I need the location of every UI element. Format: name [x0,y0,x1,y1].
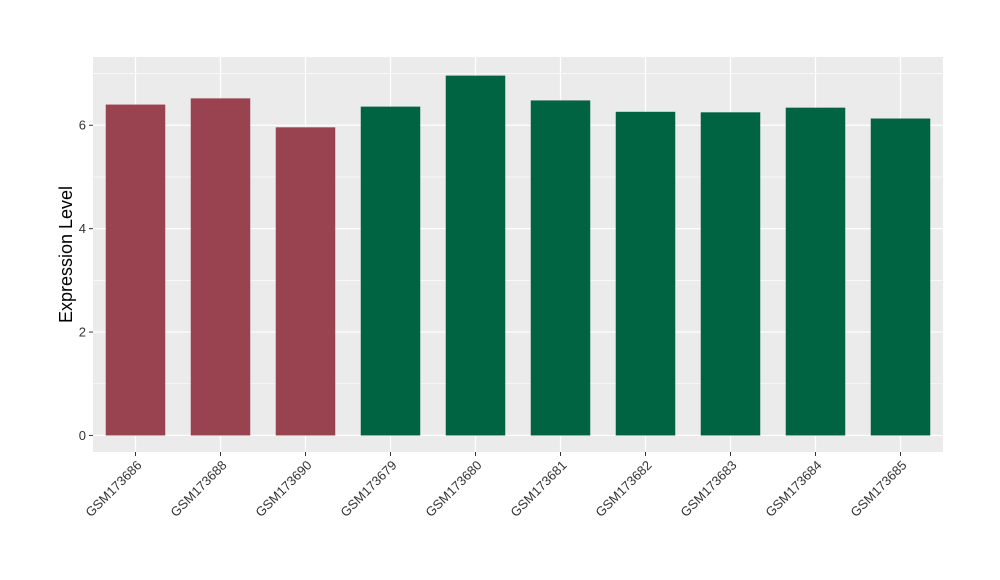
bar-GSM173680 [445,75,506,436]
x-tick-label: GSM173690 [252,458,314,520]
x-tick-label: GSM173686 [82,458,144,520]
x-tick-label: GSM173684 [762,458,824,520]
y-axis-title: Expression Level [56,186,76,323]
y-tick-label: 0 [79,428,86,443]
y-axis-ticks: 0 2 4 6 [79,118,93,443]
y-tick-label: 4 [79,221,86,236]
bar-GSM173683 [700,112,761,436]
x-tick-label: GSM173685 [847,458,909,520]
bar-GSM173688 [190,98,251,436]
bar-GSM173690 [275,127,336,436]
y-tick-label: 6 [79,118,86,133]
x-tick-label: GSM173682 [592,458,654,520]
x-axis-ticks: GSM173686 GSM173688 GSM173690 GSM173679 GSM1… [82,452,910,520]
bar-GSM173685 [870,118,931,436]
bar-GSM173684 [785,107,846,436]
bar-GSM173681 [530,100,591,436]
bar-GSM173679 [360,106,421,436]
x-tick-label: GSM173679 [337,458,399,520]
bar-GSM173682 [615,111,676,436]
x-tick-label: GSM173688 [167,458,229,520]
bar-GSM173686 [105,104,166,436]
x-tick-label: GSM173683 [677,458,739,520]
x-tick-label: GSM173681 [507,458,569,520]
y-tick-label: 2 [79,325,86,340]
bars [105,75,931,436]
x-tick-label: GSM173680 [422,458,484,520]
